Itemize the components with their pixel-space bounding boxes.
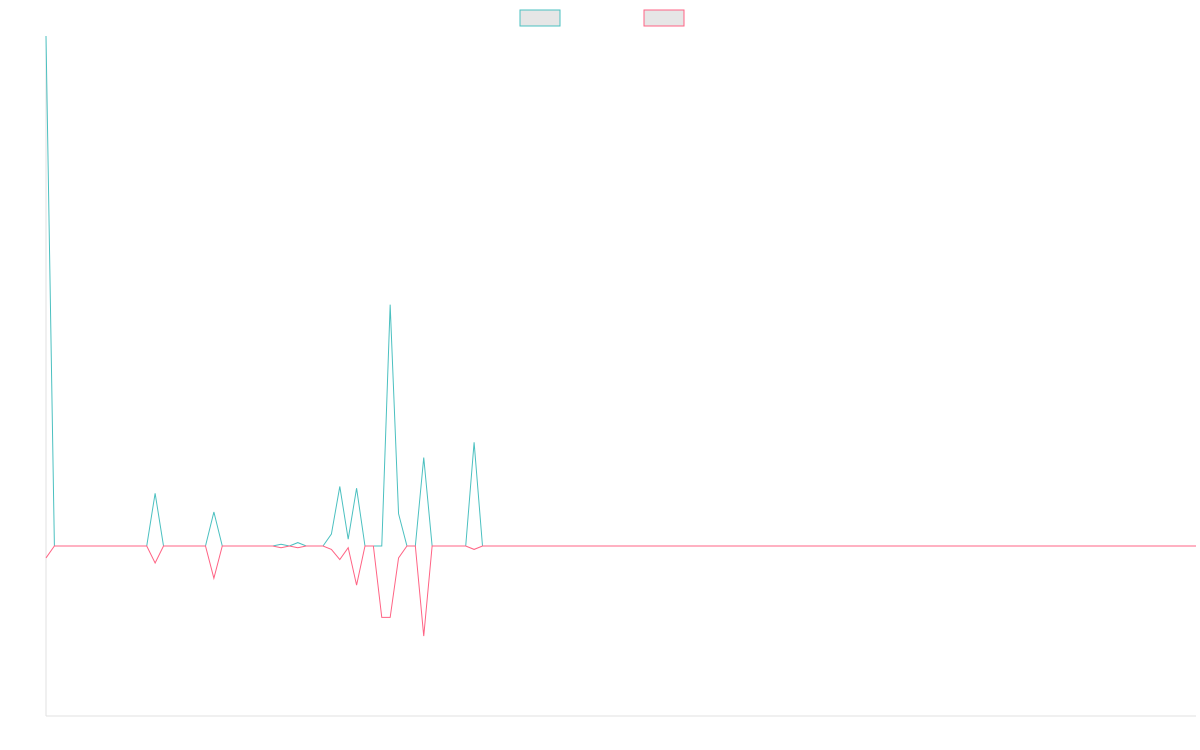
legend-swatch-1[interactable] [519, 9, 561, 27]
axes [45, 36, 1196, 717]
series-line-2 [45, 545, 1196, 637]
legend-swatch-2[interactable] [643, 9, 685, 27]
legend [519, 9, 685, 27]
series-layer [45, 35, 1196, 637]
series-line-1 [45, 35, 1196, 547]
